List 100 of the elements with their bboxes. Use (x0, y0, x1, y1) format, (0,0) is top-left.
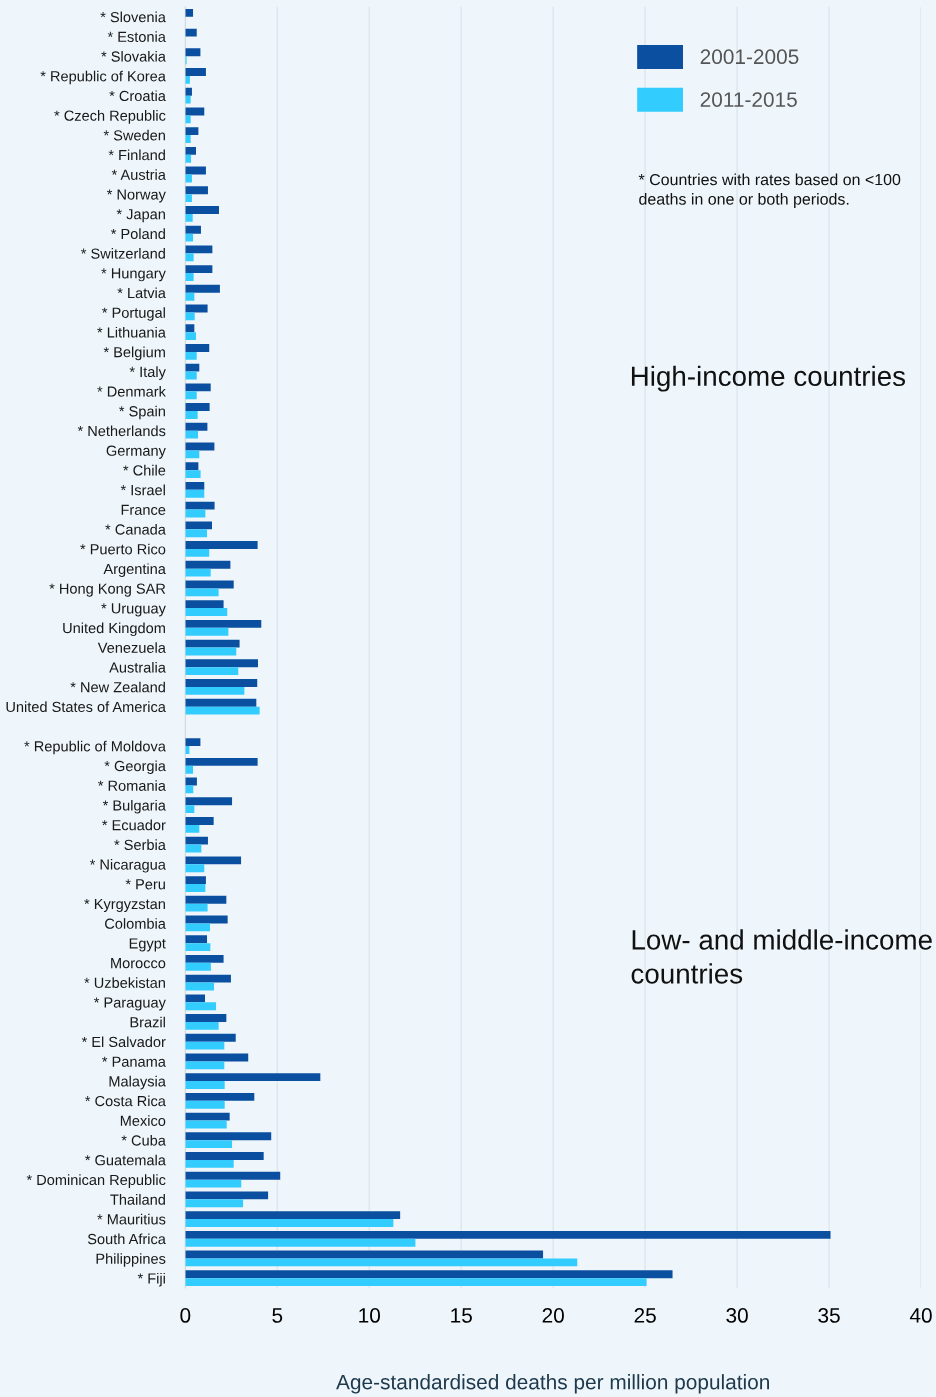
bar (185, 383, 211, 392)
bar (185, 1092, 255, 1101)
bar (185, 974, 231, 983)
bar (185, 836, 208, 845)
x-tick-label: 25 (634, 1308, 656, 1323)
y-tick-label: Argentina (103, 563, 166, 577)
y-tick-label: * Norway (106, 189, 166, 203)
bar (185, 1278, 647, 1287)
bar (185, 363, 200, 372)
y-tick-label: * Serbia (114, 839, 166, 851)
y-tick-label: * Puerto Rico (80, 543, 166, 555)
y-tick-label: * Slovenia (100, 11, 166, 23)
y-tick-label: * Paraguay (93, 997, 166, 1011)
bar (185, 430, 199, 439)
bar (185, 233, 194, 242)
x-tick-label: 0 (180, 1308, 191, 1323)
y-tick-label: * Republic of Korea (40, 70, 166, 85)
y-tick-label: * Italy (129, 366, 166, 380)
y-tick-label: * Denmark (97, 386, 166, 397)
bar (185, 541, 258, 549)
bar (185, 225, 201, 234)
y-tick-label: South Africa (87, 1233, 166, 1245)
x-tick-label: 10 (359, 1308, 381, 1323)
y-tick-label: * Netherlands (77, 425, 166, 437)
y-tick-label: United Kingdom (63, 622, 165, 637)
bar (185, 481, 205, 490)
x-tick-label: 35 (818, 1308, 840, 1323)
bar (185, 1171, 281, 1180)
bar (185, 805, 195, 814)
bar (185, 489, 205, 498)
bar (185, 284, 220, 293)
bar (185, 1270, 673, 1279)
bar (185, 856, 242, 865)
bar (185, 115, 191, 124)
bar (185, 95, 191, 104)
y-tick-label: Venezuela (97, 642, 166, 653)
y-tick-label: * El Salvador (81, 1036, 166, 1048)
bar (185, 292, 195, 301)
bar (185, 1238, 416, 1247)
bar (185, 895, 227, 904)
bar (185, 1191, 269, 1200)
bar (185, 529, 208, 538)
bar (185, 1179, 242, 1188)
bar (185, 568, 211, 577)
y-tick-label: * Cuba (121, 1134, 166, 1146)
bar (185, 1112, 230, 1121)
y-tick-label: * Georgia (104, 760, 166, 775)
y-tick-label: * Romania (98, 780, 166, 791)
bar (185, 87, 192, 96)
y-tick-label: Mexico (120, 1115, 166, 1126)
bar (185, 462, 199, 471)
bar (185, 1100, 225, 1109)
bar (185, 876, 206, 885)
bar (185, 48, 201, 57)
x-tick-label: 20 (542, 1308, 564, 1323)
bar (185, 1211, 401, 1220)
bar (185, 667, 239, 676)
bar (185, 1033, 236, 1042)
legend-label: 2001-2005 (700, 49, 799, 65)
bar (185, 1041, 225, 1050)
bar (185, 1219, 394, 1227)
bar (185, 166, 206, 175)
y-tick-label: * Dominican Republic (26, 1174, 166, 1188)
bar (185, 344, 210, 352)
y-tick-label: * Estonia (107, 31, 166, 42)
y-tick-label: Germany (106, 445, 166, 459)
bar (185, 1140, 233, 1149)
bar (185, 206, 219, 214)
bar (185, 560, 231, 569)
bar (185, 127, 199, 136)
y-tick-label: Thailand (110, 1194, 165, 1205)
y-tick-label: Malaysia (109, 1075, 166, 1090)
bar (185, 422, 208, 431)
bar (185, 332, 196, 341)
bar (185, 765, 194, 774)
y-tick-label: * Guatemala (85, 1154, 166, 1166)
annotation: High-income countries (631, 365, 906, 392)
y-tick-label: * Lithuania (97, 326, 166, 338)
y-tick-label: * Finland (108, 149, 165, 161)
bar (185, 1152, 264, 1160)
bar (185, 817, 214, 825)
bar (185, 864, 205, 873)
bar (185, 351, 197, 360)
bar (185, 738, 201, 747)
bar (185, 954, 224, 963)
bar (185, 600, 224, 609)
y-tick-label: * Panama (102, 1056, 166, 1067)
y-tick-label: * Croatia (109, 90, 166, 102)
y-tick-label: * Nicaragua (89, 859, 166, 873)
y-tick-label: * Peru (125, 879, 165, 890)
x-tick-label: 15 (451, 1308, 472, 1323)
y-tick-label: * Uruguay (101, 603, 166, 617)
bar (185, 884, 206, 892)
y-tick-label: * Switzerland (81, 248, 165, 259)
y-tick-label: * Poland (110, 228, 165, 240)
bar (185, 619, 262, 628)
bar (185, 1258, 578, 1267)
y-tick-label: * Kyrgyzstan (84, 898, 165, 913)
bar (185, 245, 213, 254)
y-tick-label: * Japan (116, 209, 165, 223)
